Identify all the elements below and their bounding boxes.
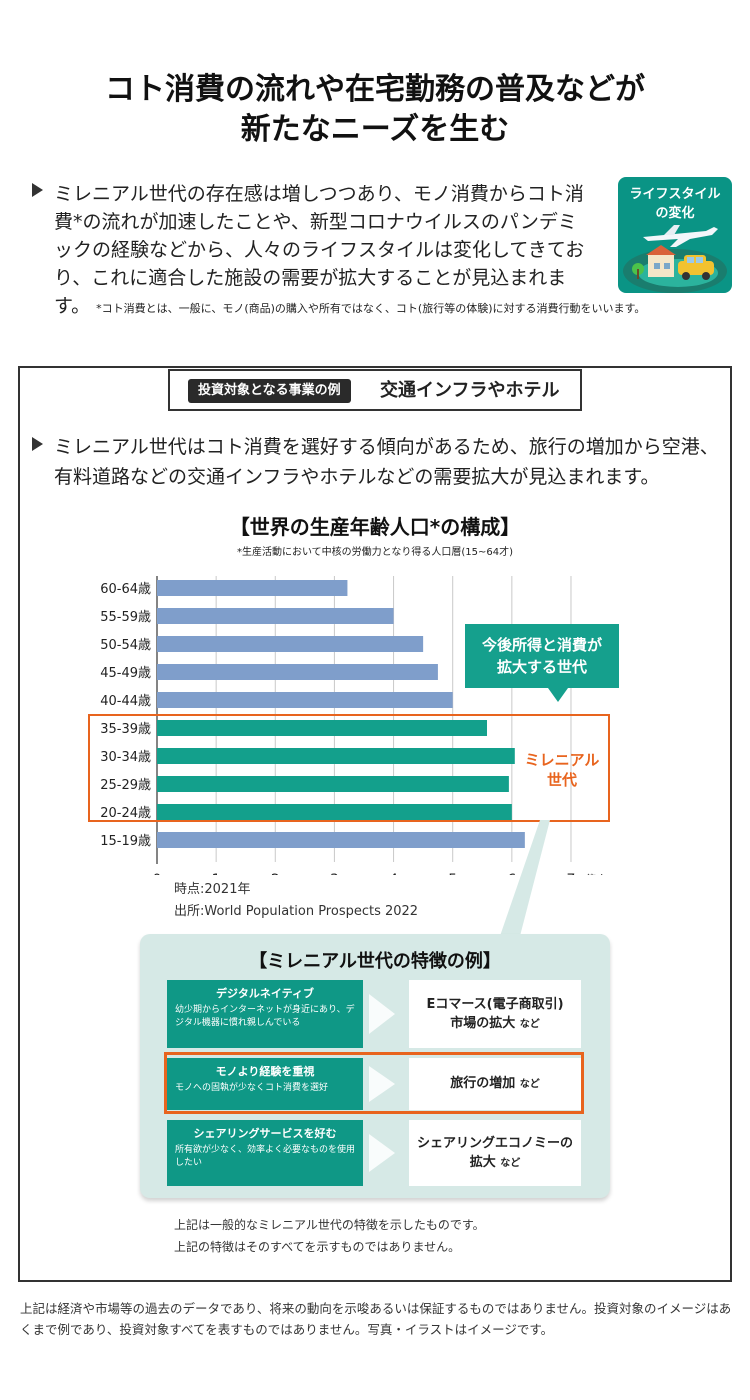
lifestyle-badge-line-2: の変化	[655, 206, 695, 221]
bar	[157, 664, 438, 680]
feature-result-line-2: 市場の拡大 など	[450, 1014, 540, 1034]
bullet-triangle-icon	[32, 437, 43, 451]
chart-date-note: 時点:2021年	[174, 882, 251, 897]
millennial-label-line-1: ミレニアル	[524, 751, 600, 769]
category-label: 50-54歳	[100, 638, 151, 653]
category-label: 60-64歳	[100, 582, 151, 597]
feature-heading: モノより経験を重視	[215, 1065, 315, 1078]
millennial-label-line-2: 世代	[546, 771, 577, 789]
intro-paragraph: ミレニアル世代の存在感は増しつつあり、モノ消費からコト消費*の流れが加速したこと…	[32, 180, 592, 292]
category-label: 25-29歳	[100, 778, 151, 793]
panel-description: ミレニアル世代はコト消費を選好する傾向があるため、旅行の増加から空港、有料道路な…	[32, 432, 722, 492]
x-unit-label: (億人)	[581, 873, 612, 875]
population-bar-chart: 60-64歳 55-59歳 50-54歳 45-49歳 40-44歳 35-39歳 30-3…	[100, 576, 612, 875]
category-label: 35-39歳	[100, 722, 151, 737]
callout-tail	[548, 688, 568, 702]
x-tick-label: 6	[507, 872, 516, 875]
category-label: 30-34歳	[100, 750, 151, 765]
chevron-right-icon	[369, 1134, 395, 1172]
feature-result-line-1: 旅行の増加 など	[450, 1074, 540, 1094]
feature-left: モノより経験を重視 モノへの固執が少なくコト消費を選好	[167, 1058, 363, 1110]
chart-source: 出所:World Population Prospects 2022	[174, 904, 419, 919]
chevron-right-icon	[369, 1066, 395, 1102]
category-label: 15-19歳	[100, 834, 151, 849]
feature-detail: 幼少期からインターネットが身近にあり、デジタル機器に慣れ親しんでいる	[175, 1005, 355, 1028]
travel-highlight-frame	[164, 1052, 584, 1114]
feature-result-line-2: 拡大 など	[470, 1153, 521, 1173]
chart-title: 【世界の生産年齢人口*の構成】	[229, 515, 521, 539]
bar	[157, 776, 509, 792]
category-label: 20-24歳	[100, 806, 151, 821]
feature-heading: デジタルネイティブ	[216, 987, 314, 1000]
bar	[157, 748, 515, 764]
category-label: 55-59歳	[100, 610, 151, 625]
feature-result-main: Eコマース(電子商取引)	[426, 996, 564, 1012]
bar	[157, 608, 394, 624]
lifestyle-badge-line-1: ライフスタイル	[629, 187, 721, 202]
headline-line-1: コト消費の流れや在宅勤務の普及などが	[105, 72, 645, 107]
feature-row: デジタルネイティブ 幼少期からインターネットが身近にあり、デジタル機器に慣れ親し…	[167, 980, 581, 1048]
lifestyle-change-badge: ライフスタイル の変化	[618, 177, 732, 293]
bar	[157, 832, 525, 848]
bar	[157, 720, 488, 736]
intro-footnote: *コト消費とは、一般に、モノ(商品)の購入や所有ではなく、コト(旅行等の体験)に…	[96, 302, 646, 315]
feature-result-main: シェアリングエコノミーの	[416, 1135, 573, 1151]
disclaimer-footer: 上記は経済や市場等の過去のデータであり、将来の動向を示唆あるいは保証するものでは…	[20, 1301, 732, 1337]
chevron-right-icon	[369, 994, 395, 1034]
x-tick-label: 1	[212, 872, 221, 875]
feature-detail: 所有欲が少なく、効率よく必要なものを使用したい	[175, 1145, 356, 1168]
feature-result: Eコマース(電子商取引) 市場の拡大 など	[409, 980, 581, 1048]
feature-row: シェアリングサービスを好む 所有欲が少なく、効率よく必要なものを使用したい シェ…	[167, 1120, 581, 1186]
category-label: 40-44歳	[100, 694, 151, 709]
x-tick-label: 3	[330, 872, 339, 875]
investment-tag-pill: 投資対象となる事業の例	[188, 379, 351, 403]
callout-line-2: 拡大する世代	[496, 658, 587, 676]
category-label: 45-49歳	[100, 666, 151, 681]
x-tick-label: 0	[153, 872, 162, 875]
feature-result: シェアリングエコノミーの 拡大 など	[409, 1120, 581, 1186]
features-title: 【ミレニアル世代の特徴の例】	[249, 951, 501, 972]
feature-left: デジタルネイティブ 幼少期からインターネットが身近にあり、デジタル機器に慣れ親し…	[167, 980, 363, 1048]
x-tick-label: 5	[448, 872, 457, 875]
example-panel	[18, 366, 732, 1282]
intro-last-text: す。	[54, 295, 91, 317]
bar	[157, 692, 453, 708]
feature-result: 旅行の増加 など	[409, 1058, 581, 1110]
feature-result-main-2: 市場の拡大	[450, 1015, 516, 1031]
feature-result-small: など	[500, 1157, 521, 1169]
x-tick-label: 4	[389, 872, 398, 875]
investment-tag-title: 交通インフラやホテル	[380, 380, 560, 401]
headline-line-2: 新たなニーズを生む	[240, 112, 510, 147]
callout-line-1: 今後所得と消費が	[481, 636, 602, 654]
page-headline: コト消費の流れや在宅勤務の普及などが 新たなニーズを生む	[0, 70, 750, 150]
feature-detail: モノへの固執が少なくコト消費を選好	[175, 1083, 329, 1093]
features-note-1: 上記は一般的なミレニアル世代の特徴を示したものです。	[174, 1218, 485, 1232]
growth-generation-callout: 今後所得と消費が 拡大する世代	[465, 624, 619, 688]
intro-last-line: す。 *コト消費とは、一般に、モノ(商品)の購入や所有ではなく、コト(旅行等の体…	[54, 292, 645, 323]
bullet-triangle-icon	[32, 183, 43, 197]
bar	[157, 636, 424, 652]
millennial-highlight-box	[88, 714, 610, 822]
feature-row: モノより経験を重視 モノへの固執が少なくコト消費を選好 旅行の増加 など	[167, 1058, 581, 1110]
feature-result-small: など	[519, 1079, 540, 1090]
x-tick-label: 2	[271, 872, 280, 875]
millennial-label: ミレニアル 世代	[522, 750, 602, 790]
travel-illustration-icon	[623, 225, 727, 293]
investment-tag: 投資対象となる事業の例 交通インフラやホテル	[168, 369, 582, 411]
x-tick-label: 7	[567, 872, 576, 875]
features-note-2: 上記の特徴はそのすべてを示すものではありません。	[174, 1240, 461, 1254]
intro-text: ミレニアル世代の存在感は増しつつあり、モノ消費からコト消費*の流れが加速したこと…	[54, 183, 585, 289]
feature-result-main: 旅行の増加	[450, 1076, 516, 1091]
feature-result-small: など	[519, 1018, 540, 1030]
feature-heading: シェアリングサービスを好む	[193, 1127, 337, 1140]
chart-subtitle: *生産活動において中核の労働力となり得る人口層(15~64才)	[236, 547, 514, 558]
feature-result-main-2: 拡大	[469, 1154, 496, 1170]
panel-description-text: ミレニアル世代はコト消費を選好する傾向があるため、旅行の増加から空港、有料道路な…	[54, 436, 719, 488]
bar	[157, 580, 348, 596]
bar	[157, 804, 512, 820]
feature-left: シェアリングサービスを好む 所有欲が少なく、効率よく必要なものを使用したい	[167, 1120, 363, 1186]
lifestyle-badge-title: ライフスタイル の変化	[618, 185, 732, 223]
